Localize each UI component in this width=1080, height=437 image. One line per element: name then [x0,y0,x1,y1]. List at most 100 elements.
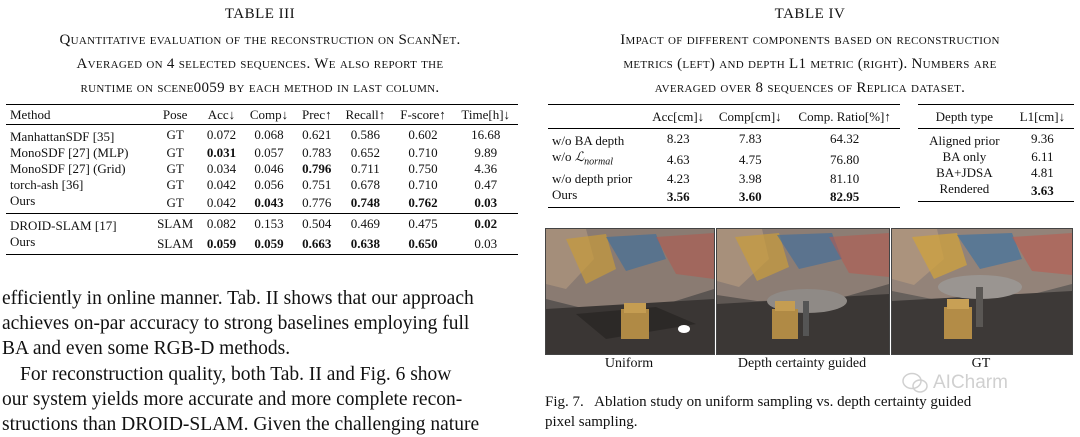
chat-bubble-icon [902,372,928,393]
body-line: efficiently in online manner. Tab. II sh… [2,288,474,309]
table4-cell: BA only [942,149,987,164]
table-row: MonoSDF [27] (Grid) GT 0.034 0.046 0.796… [6,161,518,177]
table-row: MonoSDF [27] (MLP) GT 0.031 0.057 0.783 … [6,145,518,161]
table4-cell: 3.60 [738,188,762,204]
table3-cell: 0.678 [350,177,380,192]
table3-cell: 0.663 [302,236,332,251]
table3-cell: 0.046 [254,161,284,176]
table3-cell: 0.748 [350,195,380,210]
table-row: w/o BA depth 8.23 7.83 64.32 [548,128,900,150]
table3-title: TABLE III [224,6,296,22]
table3-cell: 0.068 [254,127,284,142]
table4-header-cell: L1[cm]↓ [1019,108,1066,124]
table4-cell: 3.98 [738,170,762,186]
table3-cell: 0.042 [206,177,237,192]
table-row: ManhattanSDF [35] GT 0.072 0.068 0.621 0… [6,124,518,146]
watermark: AICharm [902,370,1008,396]
table3-cell: MonoSDF [27] (Grid) [10,161,126,176]
table4-right-header-row: Depth type L1[cm]↓ [918,104,1074,129]
table4-cell: 6.11 [1031,149,1054,164]
table3-cell: 0.059 [206,236,237,251]
table4-header-cell: Comp. Ratio[%]↑ [798,108,891,124]
table3-cell: 0.762 [408,195,438,210]
table3-cell: 0.153 [254,216,284,231]
table4-cell: 3.63 [1030,183,1054,198]
table4-header-cell: Acc[cm]↓ [652,108,705,124]
table4-cell: Aligned prior [929,133,1000,148]
table3-caption-line: runtime on scene0059 by each method in l… [80,80,440,96]
table4-cell: 64.32 [830,131,860,146]
scene-render-icon [717,229,889,354]
table-row: BA+JDSA 4.81 [918,165,1074,181]
table3-cell: 0.031 [206,145,237,160]
table3-cell: 0.638 [350,236,380,251]
figure7-image-uniform [545,228,715,355]
table3-header-cell: Acc↓ [207,106,236,122]
table4-caption: Impact of different components based on … [545,28,1075,100]
table3-cell: 16.68 [471,127,501,142]
table3-header-cell: Time[h]↓ [461,106,511,122]
figure7-caption-line: pixel sampling. [545,414,638,430]
table3-cell: 0.621 [302,127,332,142]
table4-cell: 81.10 [830,170,860,186]
table4-cell: BA+JDSA [936,165,993,180]
table3-cell: 0.056 [254,177,284,192]
table3-cell: 0.710 [408,177,438,192]
table-row: Rendered 3.63 [918,181,1074,202]
table4-cell: Ours [552,186,578,202]
table3-header-cell: Prec↑ [301,106,332,122]
body-line: our system yields more accurate and more… [2,389,463,410]
table3-cell: 0.059 [254,236,284,251]
table3-cell: 0.02 [474,216,498,231]
table4-cell-prefix: w/o [552,149,575,164]
table-row: DROID-SLAM [17] SLAM 0.082 0.153 0.504 0… [6,213,518,235]
table-row: w/o depth prior 4.23 3.98 81.10 [548,171,900,187]
table4-cell: 7.83 [738,131,762,146]
table3-cell: 0.783 [302,145,332,160]
table-row: Ours 3.56 3.60 82.95 [548,187,900,208]
table4-cell: 3.56 [666,188,690,204]
table4-cell: 8.23 [666,131,690,146]
table4-header-cell: Depth type [935,108,994,124]
figure7-caption: Fig. 7. Ablation study on uniform sampli… [545,392,1075,432]
table3-header-cell: Comp↓ [249,106,289,122]
table3-cell: MonoSDF [27] (MLP) [10,145,129,160]
table3-cell: 0.057 [254,145,284,160]
table-row: Ours SLAM 0.059 0.059 0.663 0.638 0.650 … [6,234,518,255]
figure7-caption-line: Fig. 7. Ablation study on uniform sampli… [545,394,972,410]
table3-cell: 0.469 [350,216,380,231]
table3-cell: 0.750 [408,161,438,176]
table4-cell: 4.63 [666,151,690,167]
table4-cell: 4.23 [666,170,690,186]
table3-header-cell: Recall↑ [345,106,386,122]
body-line: structions than DROID-SLAM. Given the ch… [2,414,480,435]
table3-cell: 0.47 [474,177,498,192]
table4-cell: 4.75 [738,151,762,167]
table4-cell: w/o depth prior [552,170,633,186]
table3-cell: 4.36 [474,161,498,176]
table-row: BA only 6.11 [918,149,1074,165]
table4-cell: w/o BA depth [552,133,625,148]
table3-cell: 0.751 [302,177,332,192]
table3-cell: 0.475 [408,216,438,231]
figure7-image-depth-guided [716,228,890,355]
body-line: BA and even some RGB-D methods. [2,338,291,359]
table4-cell: 9.36 [1030,131,1054,146]
table3-cell: 0.650 [408,236,438,251]
table3-cell: ManhattanSDF [35] [10,129,115,144]
loss-subscript: normal [584,156,614,168]
table3-cell: 0.504 [302,216,332,231]
table4-title: TABLE IV [774,6,846,22]
body-paragraph-2: For reconstruction quality, both Tab. II… [2,362,516,437]
table3-cell: 0.03 [474,195,498,210]
table4-cell: Rendered [939,181,990,196]
table-row: w/o ℒnormal 4.63 4.75 76.80 [548,149,900,171]
table4-caption-line: Impact of different components based on … [620,32,1000,48]
body-line: For reconstruction quality, both Tab. II… [20,364,452,385]
table-row: Ours GT 0.042 0.043 0.776 0.748 0.762 0.… [6,193,518,214]
table4-cell: w/o ℒnormal [548,149,645,171]
table4-cell: 4.81 [1030,165,1054,180]
table4-left-header-row: Acc[cm]↓ Comp[cm]↓ Comp. Ratio[%]↑ [548,104,900,129]
scene-render-icon [546,229,714,354]
table3-caption-line: Averaged on 4 selected sequences. We als… [76,56,444,72]
